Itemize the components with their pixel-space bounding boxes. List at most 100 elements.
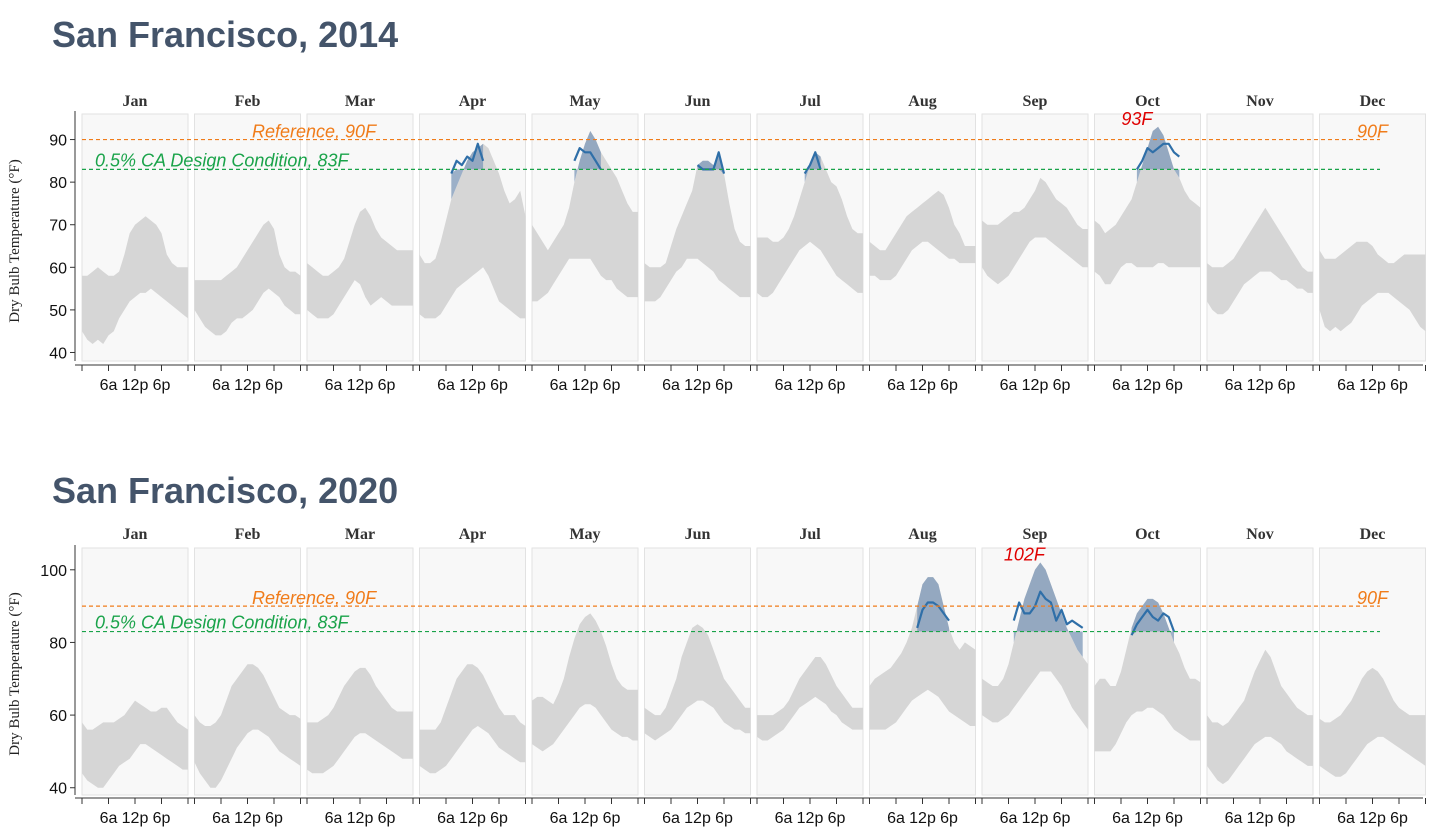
x-tick-label: 6p bbox=[1278, 810, 1296, 827]
month-label: Jun bbox=[685, 93, 711, 110]
x-tick-label: 12p bbox=[684, 377, 711, 394]
x-tick-label: 6a bbox=[325, 377, 343, 394]
x-tick-label: 6p bbox=[1053, 377, 1071, 394]
chart-title-2014: San Francisco, 2014 bbox=[52, 14, 399, 55]
x-tick-label: 6a bbox=[437, 810, 455, 827]
temperature-range-area bbox=[1094, 126, 1201, 285]
x-tick-label: 12p bbox=[122, 810, 149, 827]
facet-dec: Dec 6a 12p 6p bbox=[1319, 93, 1426, 394]
temperature-range-area bbox=[532, 613, 638, 752]
hour-axis: 6a 12p 6p bbox=[1094, 798, 1201, 827]
month-label: May bbox=[569, 93, 600, 110]
y-tick-label: 50 bbox=[49, 303, 67, 320]
temperature-range-area bbox=[757, 152, 863, 298]
x-tick-label: 12p bbox=[572, 377, 599, 394]
facet-sep: Sep 6a 12p 6p bbox=[981, 526, 1089, 827]
temperature-range-area bbox=[532, 131, 638, 302]
temperature-range-area bbox=[1319, 241, 1426, 332]
hour-axis: 6a 12p 6p bbox=[419, 365, 526, 394]
temperature-range-area bbox=[644, 624, 751, 741]
month-label: Mar bbox=[345, 526, 375, 543]
x-tick-label: 12p bbox=[797, 377, 824, 394]
month-label: May bbox=[569, 526, 600, 543]
x-tick-label: 6a bbox=[100, 377, 118, 394]
x-tick-label: 6a bbox=[1337, 810, 1355, 827]
x-tick-label: 6p bbox=[715, 377, 733, 394]
month-label: Apr bbox=[459, 93, 487, 110]
x-tick-label: 6p bbox=[490, 377, 508, 394]
x-tick-label: 6p bbox=[715, 810, 733, 827]
x-tick-label: 12p bbox=[909, 810, 936, 827]
month-label: Jan bbox=[123, 93, 148, 110]
x-tick-label: 6p bbox=[940, 377, 958, 394]
x-tick-label: 6p bbox=[828, 810, 846, 827]
hot-hours-line bbox=[1012, 590, 1084, 629]
x-tick-label: 6p bbox=[378, 377, 396, 394]
x-tick-label: 6a bbox=[1112, 810, 1130, 827]
y-tick-label: 70 bbox=[49, 218, 67, 235]
x-tick-label: 6p bbox=[1165, 377, 1183, 394]
temperature-range-area bbox=[307, 667, 413, 774]
facet-dec: Dec 6a 12p 6p bbox=[1319, 526, 1426, 827]
x-tick-label: 6a bbox=[1225, 810, 1243, 827]
month-label: Sep bbox=[1023, 93, 1048, 110]
facet-jan: Jan 6a 12p 6p bbox=[81, 526, 189, 827]
hour-axis: 6a 12p 6p bbox=[81, 365, 189, 394]
facet-feb: Feb 6a 12p 6p bbox=[194, 526, 301, 827]
temperature-range-area bbox=[982, 177, 1088, 285]
x-tick-label: 6a bbox=[775, 810, 793, 827]
x-tick-label: 6a bbox=[1000, 810, 1018, 827]
hot-hours-area bbox=[1136, 126, 1180, 183]
x-tick-label: 6a bbox=[775, 377, 793, 394]
month-label: Feb bbox=[235, 526, 261, 543]
x-tick-label: 6a bbox=[1112, 377, 1130, 394]
y-tick-label: 60 bbox=[49, 708, 67, 725]
x-tick-label: 6a bbox=[212, 810, 230, 827]
x-tick-label: 12p bbox=[909, 377, 936, 394]
month-label: Jul bbox=[799, 526, 821, 543]
month-label: Dec bbox=[1360, 526, 1386, 543]
facet-oct: Oct 6a 12p 6p bbox=[1094, 93, 1201, 394]
temperature-range-area bbox=[419, 143, 526, 319]
reference-right-label: 90F bbox=[1357, 588, 1389, 608]
x-tick-label: 12p bbox=[1359, 810, 1386, 827]
hot-hours-line bbox=[1135, 142, 1180, 170]
month-label: Oct bbox=[1135, 526, 1161, 543]
hour-axis: 6a 12p 6p bbox=[756, 365, 864, 394]
temperature-range-area bbox=[869, 190, 976, 281]
hour-axis: 6a 12p 6p bbox=[1206, 798, 1314, 827]
peak-annotation: 102F bbox=[1004, 545, 1046, 565]
hour-axis: 6a 12p 6p bbox=[981, 365, 1089, 394]
x-tick-label: 6p bbox=[490, 810, 508, 827]
x-tick-label: 12p bbox=[347, 810, 374, 827]
hot-hours-line bbox=[916, 601, 950, 629]
hour-axis: 6a 12p 6p bbox=[194, 365, 301, 394]
x-tick-label: 6a bbox=[100, 810, 118, 827]
hour-axis: 6a 12p 6p bbox=[81, 798, 189, 827]
x-tick-label: 6p bbox=[1053, 810, 1071, 827]
facet-oct: Oct 6a 12p 6p bbox=[1094, 526, 1201, 827]
hour-axis: 6a 12p 6p bbox=[1206, 365, 1314, 394]
x-tick-label: 6a bbox=[212, 377, 230, 394]
design-condition-label: 0.5% CA Design Condition, 83F bbox=[95, 150, 349, 170]
facet-nov: Nov 6a 12p 6p bbox=[1206, 526, 1314, 827]
x-tick-label: 6p bbox=[153, 810, 171, 827]
month-label: Jan bbox=[123, 526, 148, 543]
facet-nov: Nov 6a 12p 6p bbox=[1206, 93, 1314, 394]
hour-axis: 6a 12p 6p bbox=[419, 798, 526, 827]
month-label: Nov bbox=[1246, 526, 1274, 543]
facet-mar: Mar 6a 12p 6p bbox=[306, 93, 414, 394]
temperature-range-area bbox=[82, 216, 188, 344]
month-label: Apr bbox=[459, 526, 487, 543]
design-condition-label: 0.5% CA Design Condition, 83F bbox=[95, 613, 349, 633]
temperature-range-area bbox=[982, 562, 1088, 730]
peak-annotation: 93F bbox=[1121, 109, 1153, 129]
x-tick-label: 6a bbox=[887, 377, 905, 394]
temperature-range-area bbox=[869, 577, 976, 730]
x-tick-label: 12p bbox=[1134, 377, 1161, 394]
temperature-range-area bbox=[307, 207, 413, 319]
x-tick-label: 12p bbox=[459, 377, 486, 394]
x-tick-label: 6a bbox=[1225, 377, 1243, 394]
